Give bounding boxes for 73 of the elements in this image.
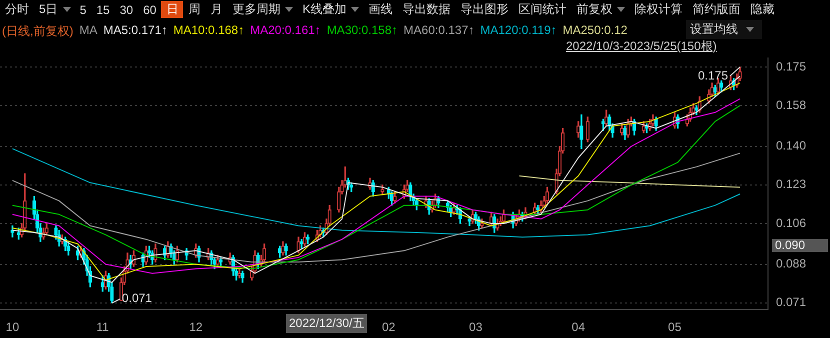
candlestick — [100, 275, 104, 292]
text: 区间统计 — [517, 1, 568, 18]
text: 5日 — [38, 1, 59, 18]
annotation: 0.175 — [698, 68, 728, 82]
text: MA120:0.119↑ — [480, 23, 557, 39]
x-tick-label: 03 — [469, 320, 483, 334]
x-tick-label: 10 — [6, 320, 20, 334]
candlestick — [713, 84, 717, 97]
text: 前复权 — [575, 1, 614, 18]
candlestick — [302, 232, 307, 246]
candlestick — [380, 184, 384, 194]
text: 导出图形 — [459, 1, 510, 18]
text: MA10:0.168↑ — [173, 23, 244, 39]
x-tick-label: 05 — [668, 320, 682, 334]
y-tick-label: 0.071 — [776, 295, 806, 310]
text: MA5:0.171↑ — [103, 23, 168, 39]
candlestick — [350, 182, 354, 192]
text: 画线 — [367, 1, 394, 18]
text: 月 — [209, 1, 224, 18]
text: 周 — [187, 1, 202, 18]
candlestick — [642, 121, 646, 134]
text: MA30:0.158↑ — [326, 23, 398, 39]
text: 日 — [161, 1, 184, 18]
text: 2022/10/3-2023/5/25(150根) — [566, 38, 717, 55]
candlestick — [306, 234, 310, 244]
x-tick-label: 12 — [189, 320, 203, 334]
text: 60 — [142, 2, 158, 16]
x-tick-label: 02 — [382, 320, 396, 334]
text: 5 — [78, 2, 88, 16]
text: (日线,前复权) — [2, 23, 74, 40]
text: 导出数据 — [401, 1, 452, 18]
y-tick-label: 0.088 — [776, 256, 806, 271]
text: MA20:0.161↑ — [250, 23, 321, 39]
text: 分时 — [4, 1, 30, 18]
text: 设置均线 — [690, 21, 738, 38]
y-tick-label: 0.158 — [776, 98, 806, 112]
candlestick — [604, 110, 608, 126]
candlestick — [390, 191, 394, 206]
text: MA250:0.12 — [562, 23, 628, 39]
candlestick — [281, 241, 285, 256]
candlestick — [623, 126, 627, 140]
y-tick-label: 0.140 — [776, 138, 806, 153]
candlestick — [44, 223, 48, 236]
x-tick-label: 11 — [96, 320, 110, 334]
text: 简约版面 — [691, 1, 742, 18]
candlestick — [238, 268, 242, 278]
text: K线叠加 — [301, 1, 348, 18]
text: MA60:0.137↑ — [404, 23, 474, 39]
text: 15 — [95, 2, 111, 16]
candlestick — [262, 244, 266, 262]
text: 更多周期 — [231, 1, 282, 18]
candlestick — [716, 78, 720, 95]
text: 0.090 — [772, 238, 828, 252]
text: 隐藏 — [749, 1, 776, 18]
y-tick-label: 0.175 — [776, 59, 806, 74]
text: 除权计算 — [633, 1, 684, 18]
candlestick — [694, 105, 698, 115]
x-tick-label: 04 — [572, 320, 586, 334]
candlestick — [720, 80, 724, 92]
candlestick — [296, 236, 300, 254]
candlestick — [626, 118, 630, 138]
candlestick — [576, 121, 580, 138]
candlestick — [654, 116, 658, 131]
text: 30 — [118, 2, 134, 16]
y-tick-label: 0.106 — [776, 216, 806, 230]
candlestick — [240, 270, 244, 283]
candlestick — [284, 244, 288, 256]
text: MA — [79, 23, 98, 39]
candlestick — [601, 118, 606, 131]
candlestick — [278, 246, 282, 258]
y-tick-label: 0.123 — [776, 177, 806, 192]
candlestick — [586, 116, 590, 142]
text: 2022/12/30/五 — [286, 314, 368, 333]
